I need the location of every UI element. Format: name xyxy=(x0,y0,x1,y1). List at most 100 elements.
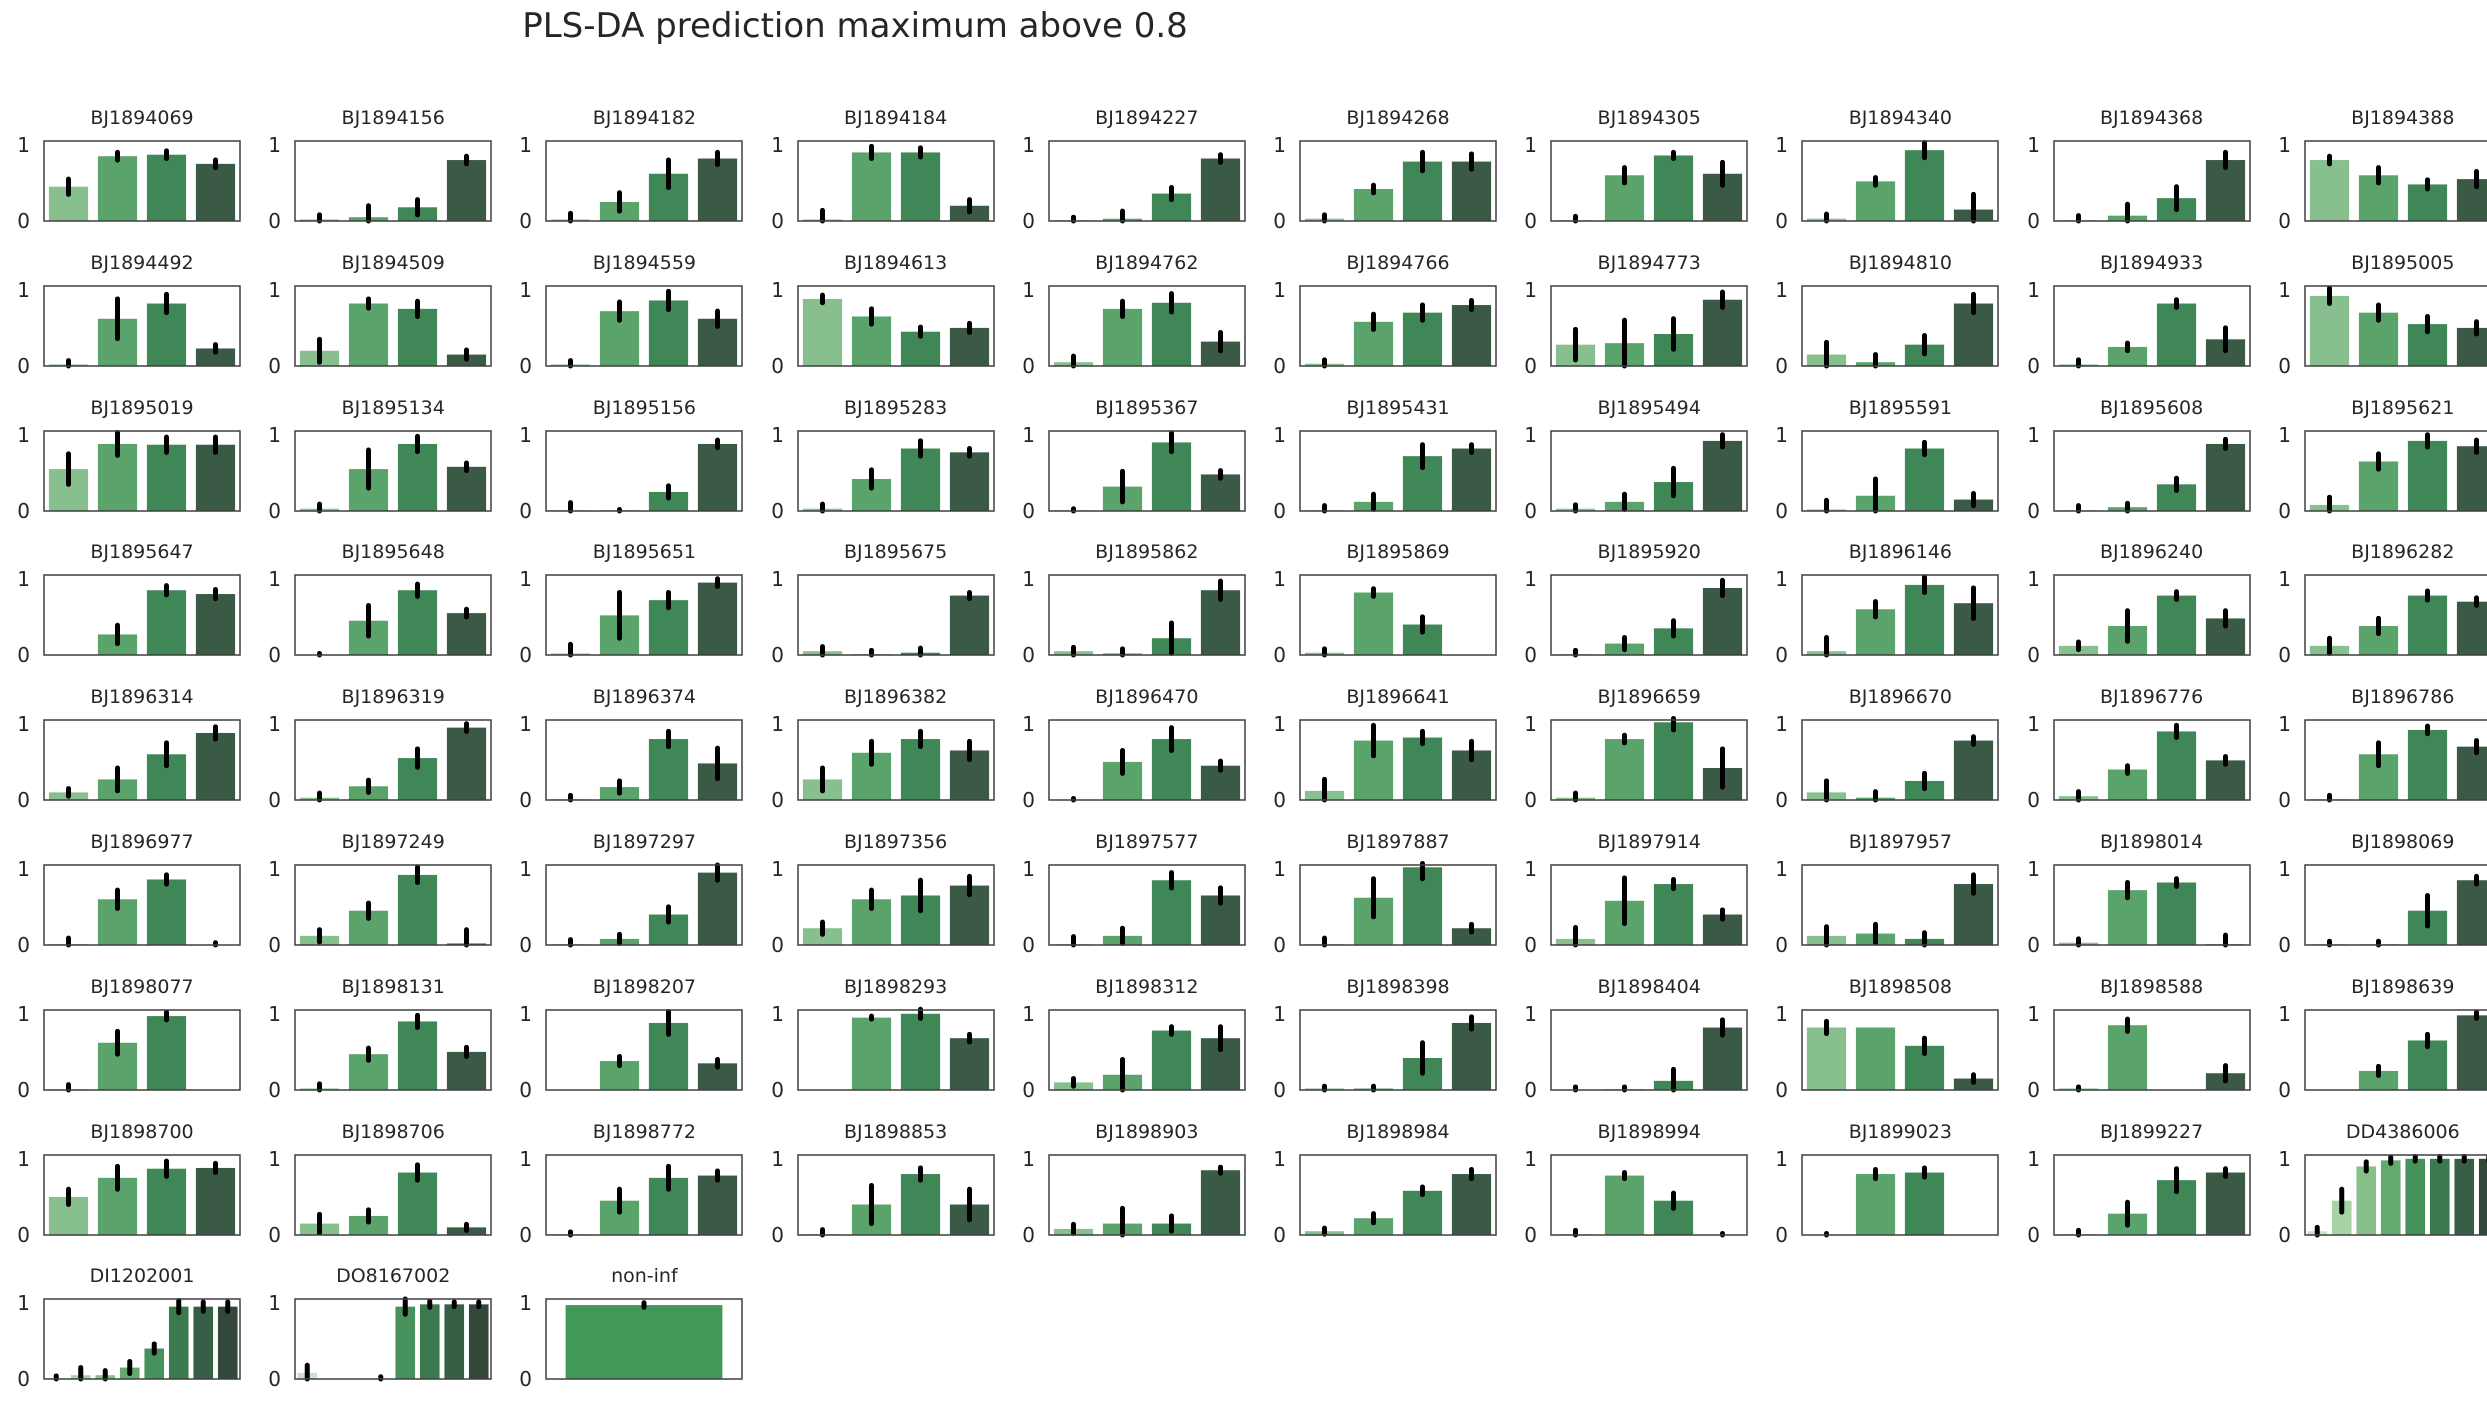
y-tick-label: 1 xyxy=(268,857,281,881)
subplot-svg: 10 xyxy=(1022,1002,1246,1102)
bar xyxy=(2156,882,2196,945)
bar xyxy=(2309,160,2349,221)
axes-frame xyxy=(2304,719,2487,801)
axes-frame xyxy=(796,864,995,946)
subplot-panel: BJ1895869 1 0 xyxy=(1256,541,1506,681)
axes-frame xyxy=(294,1153,492,1236)
subplot-title: BJ1894305 xyxy=(1597,107,1701,129)
y-tick-label: 0 xyxy=(1273,209,1286,233)
y-tick-label: 0 xyxy=(520,354,533,378)
subplot-panel: BJ1895494 1 0 xyxy=(1507,397,1757,537)
subplot-title: BJ1898014 xyxy=(2099,831,2204,853)
subplot-title: BJ1894773 xyxy=(1597,251,1701,274)
y-tick-label: 1 xyxy=(1776,1146,1789,1170)
bar xyxy=(1703,588,1743,656)
subplot-svg: 10 xyxy=(1776,1002,2000,1102)
subplot-panel: BJ1896319 1 0 xyxy=(251,686,501,826)
y-tick-label: 1 xyxy=(1273,422,1286,446)
subplot-panel: BJ1898903 1 0 xyxy=(1005,1121,1255,1261)
subplot-svg: 10 xyxy=(17,567,241,667)
bar xyxy=(2456,880,2487,945)
subplot-panel: BJ1894227 1 0 xyxy=(1005,107,1255,247)
y-tick-label: 0 xyxy=(2278,354,2291,378)
y-tick-label: 0 xyxy=(1273,354,1286,378)
subplot-title: BJ1898706 xyxy=(341,1120,445,1143)
axes-frame xyxy=(1550,574,1748,657)
axes-frame xyxy=(1048,719,1246,801)
y-tick-label: 1 xyxy=(268,1002,281,1026)
subplot-title: BJ1894268 xyxy=(1346,107,1450,129)
bar xyxy=(195,444,236,511)
subplot-title: BJ1898404 xyxy=(1597,975,1701,998)
subplot-panel: BJ1898772 1 0 xyxy=(502,1121,752,1261)
axes-frame xyxy=(2304,574,2487,657)
bar xyxy=(398,590,438,656)
subplot-title: DI1202001 xyxy=(89,1265,195,1288)
subplot-svg: 10 xyxy=(2027,1146,2251,1247)
bar xyxy=(2356,1166,2376,1235)
subplot-svg: 10 xyxy=(2027,567,2251,667)
subplot-title: BJ1898293 xyxy=(843,975,948,998)
y-tick-label: 1 xyxy=(520,422,533,446)
y-tick-label: 1 xyxy=(1022,1146,1035,1170)
subplot-svg: 10 xyxy=(771,1146,995,1247)
y-tick-label: 1 xyxy=(1022,278,1035,302)
bar xyxy=(1200,1169,1240,1235)
subplot-panel: BJ1895019 1 0 xyxy=(0,397,250,537)
subplot-panel: BJ1894762 1 0 xyxy=(1005,252,1255,392)
axes-frame xyxy=(1550,1009,1748,1091)
y-tick-label: 1 xyxy=(520,278,533,302)
y-tick-label: 0 xyxy=(268,1223,281,1247)
subplot-svg: 10 xyxy=(520,857,744,957)
y-tick-label: 0 xyxy=(1022,499,1035,523)
axes-frame xyxy=(2304,1009,2487,1091)
subplot-svg: 10 xyxy=(1524,1002,1748,1102)
subplot-title: BJ1898069 xyxy=(2351,831,2455,853)
bar xyxy=(1954,740,1994,801)
y-tick-label: 1 xyxy=(1776,133,1789,157)
subplot-title: BJ1894069 xyxy=(90,107,194,129)
subplot-title: BJ1896670 xyxy=(1848,686,1953,709)
bar xyxy=(2456,746,2487,801)
y-tick-label: 1 xyxy=(17,857,30,881)
y-tick-label: 0 xyxy=(520,643,533,667)
subplot-panel: BJ1894773 1 0 xyxy=(1507,252,1757,392)
bar xyxy=(1402,737,1443,801)
axes-frame xyxy=(43,1298,241,1381)
axes-frame xyxy=(1550,1153,1748,1236)
subplot-panel: non-inf 1 0 xyxy=(502,1265,752,1405)
subplot-title: BJ1896319 xyxy=(341,686,445,709)
bar xyxy=(1654,884,1694,945)
y-tick-label: 0 xyxy=(1022,354,1035,378)
axes-frame xyxy=(1550,140,1748,222)
bar xyxy=(698,158,738,221)
subplot-panel: BJ1898639 1 0 xyxy=(2261,976,2487,1116)
bar xyxy=(2456,445,2487,511)
subplot-svg: 10 xyxy=(771,857,995,957)
subplot-svg: 10 xyxy=(1273,567,1497,667)
bar xyxy=(2407,730,2447,801)
y-tick-label: 0 xyxy=(268,1367,281,1391)
y-tick-label: 1 xyxy=(520,712,533,736)
subplot-panel: BJ1895283 1 0 xyxy=(754,397,1004,537)
subplot-title: BJ1895005 xyxy=(2351,251,2455,274)
subplot-panel: BJ1898404 1 0 xyxy=(1507,976,1757,1116)
subplot-panel: BJ1898293 1 0 xyxy=(754,976,1004,1116)
subplot-svg: 10 xyxy=(520,567,744,667)
bar xyxy=(2156,731,2196,801)
subplot-panel: BJ1897914 1 0 xyxy=(1507,831,1757,971)
subplot-title: BJ1898853 xyxy=(843,1120,948,1143)
bar xyxy=(1402,1190,1443,1235)
axes-frame xyxy=(43,285,241,367)
subplot-panel: BJ1897957 1 0 xyxy=(1758,831,2008,971)
subplot-title: BJ1895156 xyxy=(592,396,697,419)
subplot-title: BJ1898903 xyxy=(1095,1120,1199,1143)
axes-frame xyxy=(294,140,492,222)
y-tick-label: 0 xyxy=(520,1078,533,1102)
bar xyxy=(1703,299,1743,366)
y-tick-label: 1 xyxy=(2278,133,2291,157)
axes-frame xyxy=(43,140,241,222)
y-tick-label: 1 xyxy=(1776,422,1789,446)
subplot-svg: 10 xyxy=(1524,567,1748,667)
subplot-panel: BJ1896240 1 0 xyxy=(2010,541,2260,681)
